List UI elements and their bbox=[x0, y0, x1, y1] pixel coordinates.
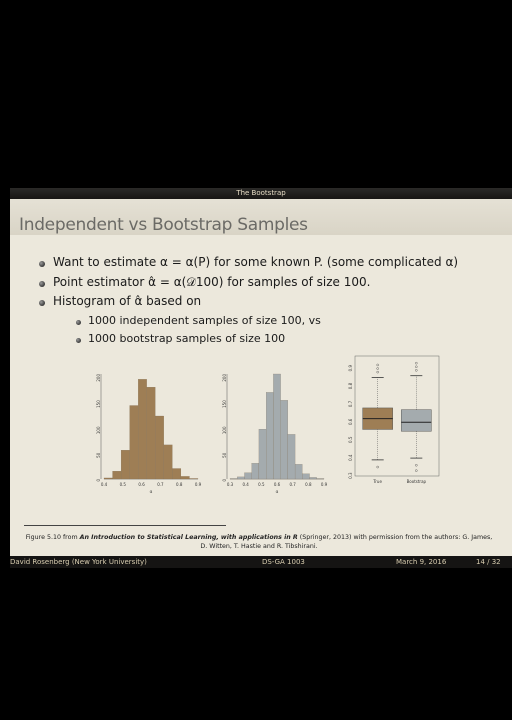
x-tick-label: 0.3 bbox=[227, 482, 234, 487]
histogram-true-samples: 0 50 100 150 200 0.4 0.5 0.6 0.7 0.8 0.9 α bbox=[96, 374, 202, 494]
x-tick-label: 0.9 bbox=[195, 482, 202, 487]
histogram-bar bbox=[280, 400, 288, 480]
x-tick-label: 0.6 bbox=[274, 482, 281, 487]
plot-frame bbox=[354, 355, 440, 477]
caption-suffix: (Springer, 2013) with permission from th… bbox=[200, 534, 493, 550]
histogram-bar bbox=[244, 472, 252, 480]
bullet-1: Want to estimate α = α(P) for some known… bbox=[53, 255, 459, 269]
box bbox=[401, 409, 432, 432]
histogram-bar bbox=[294, 464, 303, 480]
sub-bullet-marker bbox=[76, 320, 81, 325]
y-tick-label: 0.3 bbox=[348, 472, 353, 479]
x-tick-label: 0.8 bbox=[305, 482, 312, 487]
y-tick-label: 200 bbox=[96, 374, 101, 382]
footer-course: DS-GA 1003 bbox=[262, 558, 305, 566]
histogram-bar bbox=[287, 434, 296, 480]
outlier-point bbox=[415, 464, 418, 467]
histogram-bar bbox=[180, 476, 190, 480]
y-tick-label: 100 bbox=[96, 426, 101, 434]
outlier-point bbox=[415, 361, 418, 365]
outlier-point bbox=[415, 365, 418, 368]
bullet-marker bbox=[39, 281, 45, 287]
histogram-bar bbox=[129, 405, 139, 480]
x-axis-label: α bbox=[276, 489, 279, 494]
y-tick-label: 150 bbox=[222, 400, 227, 408]
x-tick-label: 0.5 bbox=[258, 482, 265, 487]
bullet-2: Point estimator α̂ = α(𝒟100) for samples… bbox=[53, 275, 371, 289]
title-band bbox=[10, 199, 512, 235]
histogram-bar bbox=[258, 429, 267, 480]
histogram-bar bbox=[112, 471, 122, 480]
histogram-bar bbox=[120, 450, 130, 480]
histogram-bar bbox=[229, 478, 238, 480]
x-tick-label: 0.9 bbox=[321, 482, 328, 487]
y-tick-label: 0 bbox=[96, 479, 101, 482]
histogram-bar bbox=[138, 379, 147, 480]
outlier-point bbox=[376, 465, 379, 469]
outlier-point bbox=[415, 369, 418, 372]
y-tick-label: 0.5 bbox=[348, 436, 353, 443]
histogram-bar bbox=[273, 373, 281, 480]
bullet-marker bbox=[39, 261, 45, 267]
x-tick-label: 0.7 bbox=[289, 482, 296, 487]
outlier-point bbox=[415, 469, 418, 472]
caption-prefix: Figure 5.10 from bbox=[25, 534, 80, 541]
x-tick-label: 0.7 bbox=[157, 482, 164, 487]
histogram-bar bbox=[172, 468, 182, 480]
x-tick-label: 0.6 bbox=[138, 482, 145, 487]
outlier-point bbox=[376, 370, 379, 374]
y-tick-label: 0 bbox=[222, 479, 227, 482]
histogram-bootstrap-samples: 0 50 100 150 200 0.3 0.4 0.5 0.6 0.7 0.8 0.9 α bbox=[222, 373, 328, 494]
x-tick-label: 0.8 bbox=[176, 482, 183, 487]
outlier-point bbox=[376, 363, 379, 367]
histogram-bar bbox=[163, 444, 173, 480]
bullet-marker bbox=[39, 300, 45, 306]
histogram-bar bbox=[103, 477, 113, 480]
slide-title: Independent vs Bootstrap Samples bbox=[19, 215, 308, 235]
bullet-3: Histogram of α̂ based on bbox=[53, 294, 202, 308]
y-tick-label: 150 bbox=[96, 400, 101, 408]
caption-book-title: An Introduction to Statistical Learning,… bbox=[79, 534, 298, 541]
y-tick-label: 0.6 bbox=[348, 418, 353, 425]
footer-date: March 9, 2016 bbox=[396, 558, 447, 566]
sub-bullet-marker bbox=[76, 338, 81, 343]
slide: The Bootstrap Independent vs Bootstrap S… bbox=[10, 188, 512, 568]
histogram-bar bbox=[155, 415, 164, 480]
footer-bar: David Rosenberg (New York University) DS… bbox=[10, 556, 512, 568]
section-header: The Bootstrap bbox=[10, 188, 512, 199]
x-tick-label: 0.4 bbox=[101, 482, 108, 487]
histogram-bar bbox=[302, 473, 310, 480]
histogram-bar bbox=[237, 476, 245, 480]
footer-author: David Rosenberg (New York University) bbox=[10, 558, 147, 566]
y-tick-label: 0.9 bbox=[348, 365, 353, 372]
x-tick-label: 0.5 bbox=[120, 482, 127, 487]
boxplot-comparison: 0.3 0.4 0.5 0.6 0.7 0.8 0.9 True Bootstrap bbox=[348, 355, 440, 484]
y-tick-label: 50 bbox=[96, 452, 101, 458]
histogram-bar bbox=[316, 478, 325, 480]
histogram-bar bbox=[251, 463, 260, 480]
y-tick-label: 0.7 bbox=[348, 400, 353, 407]
histogram-bar bbox=[266, 392, 274, 480]
y-tick-label: 0.4 bbox=[348, 454, 353, 461]
x-axis-label: α bbox=[150, 489, 153, 494]
y-tick-label: 0.8 bbox=[348, 382, 353, 389]
y-tick-label: 200 bbox=[222, 374, 227, 382]
sub-bullet-1: 1000 independent samples of size 100, vs bbox=[88, 314, 321, 327]
sub-bullet-2: 1000 bootstrap samples of size 100 bbox=[88, 332, 286, 345]
histogram-bar bbox=[189, 478, 199, 480]
y-tick-label: 50 bbox=[222, 452, 227, 458]
x-tick-label: 0.4 bbox=[242, 482, 249, 487]
category-label: Bootstrap bbox=[407, 479, 427, 484]
y-tick-label: 100 bbox=[222, 426, 227, 434]
footer-page: 14 / 32 bbox=[476, 558, 501, 566]
caption-rule bbox=[24, 525, 226, 526]
histogram-bar bbox=[146, 387, 156, 480]
outlier-point bbox=[376, 367, 379, 370]
histogram-bar bbox=[309, 477, 317, 480]
category-label: True bbox=[372, 479, 382, 484]
figure-caption: Figure 5.10 from An Introduction to Stat… bbox=[24, 533, 494, 551]
